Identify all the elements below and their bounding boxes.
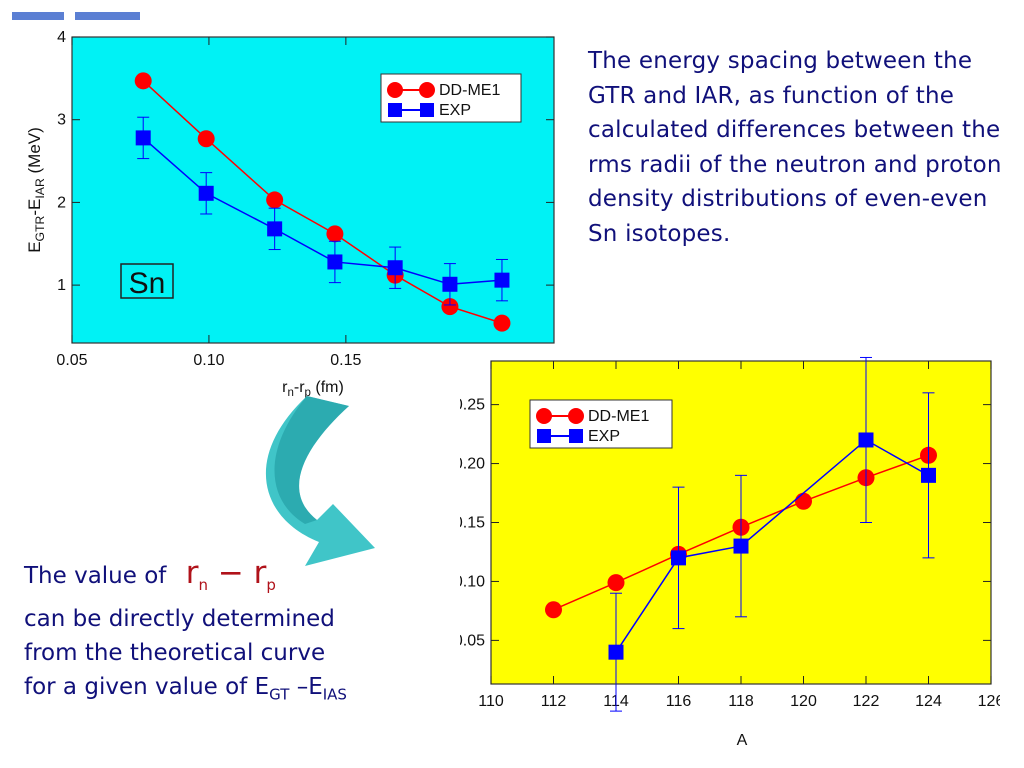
y-tick-label: 0.05 xyxy=(460,632,485,649)
data-point-exp xyxy=(733,538,749,554)
y-tick-label: 2 xyxy=(57,194,66,211)
data-point-exp xyxy=(198,185,214,201)
legend-marker xyxy=(388,103,402,117)
x-tick-label: 124 xyxy=(915,693,942,710)
data-point-exp xyxy=(327,254,343,270)
legend-marker xyxy=(387,82,403,98)
data-point-dd-me1 xyxy=(545,601,562,619)
data-point-exp xyxy=(442,276,458,292)
x-tick-label: 122 xyxy=(853,693,880,710)
legend-marker xyxy=(568,408,584,424)
legend-marker xyxy=(419,82,435,98)
y-tick-label: 1 xyxy=(57,277,66,294)
y-tick-label: 0.10 xyxy=(460,573,485,590)
description-text: The energy spacing between the GTR and I… xyxy=(588,48,1002,247)
data-point-dd-me1 xyxy=(795,492,812,510)
x-tick-label: 0.10 xyxy=(193,352,224,369)
x-axis-label: rn-rp (fm) xyxy=(282,379,344,399)
data-point-exp xyxy=(671,550,686,566)
y-tick-label: 4 xyxy=(57,29,66,46)
data-point-dd-me1 xyxy=(326,225,344,243)
y-axis-label: EGTR-EIAR (MeV) xyxy=(25,127,47,253)
x-tick-label: 0.15 xyxy=(330,352,361,369)
y-tick-label: 3 xyxy=(57,112,66,129)
legend-marker xyxy=(537,429,551,443)
sn-label: Sn xyxy=(129,267,166,300)
x-tick-label: 112 xyxy=(541,693,567,710)
decorative-bar-right xyxy=(75,12,140,20)
data-point-dd-me1 xyxy=(493,314,511,332)
note-line-2: can be directly determined xyxy=(24,606,335,633)
note-line-4: for a given value of EGT –EIAS xyxy=(24,674,347,704)
chart-energy-spacing: 0.05 0.10 0.15 1 2 3 4 DD-ME1 EXP Sn rn-rp (fm) EGT… xyxy=(25,29,555,399)
legend-label-exp: EXP xyxy=(439,102,471,119)
data-point-exp xyxy=(858,432,874,448)
legend-marker xyxy=(536,408,552,424)
data-point-exp xyxy=(135,130,151,146)
x-tick-label: 0.05 xyxy=(56,352,87,369)
data-point-dd-me1 xyxy=(441,298,459,316)
x-tick-label: 126 xyxy=(978,693,1000,710)
chart-neutron-skin: 1101121141161181201221241260.050.100.150… xyxy=(460,356,1000,749)
data-point-exp xyxy=(387,260,403,276)
legend-label-dd-me1: DD-ME1 xyxy=(439,82,500,99)
y-tick-label: 0.15 xyxy=(460,515,485,532)
rn-minus-rp: rn − rp xyxy=(185,555,276,595)
note-line-3: from the theoretical curve xyxy=(24,640,326,667)
data-point-exp xyxy=(921,467,936,483)
data-point-exp xyxy=(608,644,624,660)
note-text: The value of rn − rp can be directly det… xyxy=(24,556,444,712)
legend-label-dd-me1: DD-ME1 xyxy=(588,408,649,425)
x-axis-label: A xyxy=(737,732,748,749)
x-tick-label: 116 xyxy=(666,693,692,710)
data-point-dd-me1 xyxy=(607,574,625,592)
y-tick-label: 0.20 xyxy=(460,456,485,473)
data-point-exp xyxy=(267,221,283,237)
data-point-dd-me1 xyxy=(266,191,284,209)
note-prefix: The value of xyxy=(24,563,167,589)
y-tick-label: 0.25 xyxy=(460,397,485,414)
decorative-bar-left xyxy=(12,12,64,20)
legend-marker xyxy=(569,429,583,443)
legend-marker xyxy=(420,103,434,117)
x-tick-label: 118 xyxy=(728,693,754,710)
data-point-exp xyxy=(494,272,510,288)
data-point-dd-me1 xyxy=(134,72,152,90)
data-point-dd-me1 xyxy=(197,130,215,148)
legend-box xyxy=(380,73,522,123)
x-tick-label: 110 xyxy=(478,693,504,710)
x-tick-label: 120 xyxy=(790,693,817,710)
legend-label-exp: EXP xyxy=(588,428,620,445)
curved-arrow xyxy=(265,396,375,566)
note-line-1: The value of rn − rp xyxy=(24,556,444,602)
legend-box xyxy=(529,399,673,449)
sn-label-box xyxy=(120,263,174,299)
